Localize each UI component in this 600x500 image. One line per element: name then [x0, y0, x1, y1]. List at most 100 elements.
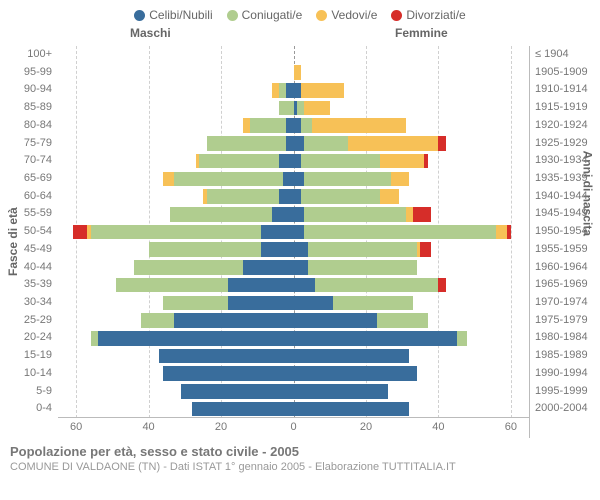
male-bar [163, 296, 293, 311]
bar-segment [304, 207, 405, 222]
bar-segment [315, 278, 438, 293]
x-tick: 0 [290, 421, 296, 433]
bar-segment [73, 225, 87, 240]
bar-segment [457, 331, 468, 346]
bar-segment [243, 118, 250, 133]
bar-segment [377, 313, 428, 328]
bar-segment [199, 154, 279, 169]
bar-segment [207, 136, 287, 151]
birth-label: 1915-1919 [529, 101, 588, 113]
female-bar [294, 349, 410, 364]
bar-segment [438, 278, 445, 293]
bar-segment [496, 225, 507, 240]
bar-segment [391, 172, 409, 187]
bar-segment [192, 402, 293, 417]
age-row: 0-42000-2004 [58, 400, 529, 418]
x-tick: 20 [215, 421, 227, 433]
bar-segment [304, 136, 347, 151]
age-label: 70-74 [24, 154, 58, 166]
bar-segment [91, 225, 261, 240]
male-bar [163, 366, 293, 381]
bar-segment [279, 154, 293, 169]
birth-label: 1980-1984 [529, 331, 588, 343]
y-axis-left-title: Fasce di età [6, 207, 20, 276]
bar-segment [406, 207, 413, 222]
male-bar [163, 172, 293, 187]
age-row: 25-291975-1979 [58, 312, 529, 330]
age-label: 100+ [27, 48, 58, 60]
birth-label: 1945-1949 [529, 207, 588, 219]
bar-segment [294, 83, 301, 98]
bar-segment [304, 101, 329, 116]
bar-segment [294, 384, 388, 399]
male-bar [134, 260, 293, 275]
age-row: 90-941910-1914 [58, 81, 529, 99]
male-bar [192, 402, 293, 417]
male-bar [203, 189, 294, 204]
age-row: 80-841920-1924 [58, 117, 529, 135]
age-label: 10-14 [24, 367, 58, 379]
male-bar [279, 101, 293, 116]
age-row: 60-641940-1944 [58, 188, 529, 206]
legend-dot [316, 10, 327, 21]
male-bar [207, 136, 294, 151]
birth-label: 1950-1954 [529, 225, 588, 237]
bar-segment [243, 260, 294, 275]
x-tick: 60 [505, 421, 517, 433]
age-label: 50-54 [24, 225, 58, 237]
bar-segment [286, 136, 293, 151]
bar-segment [413, 207, 431, 222]
bar-segment [159, 349, 293, 364]
age-row: 20-241980-1984 [58, 329, 529, 347]
male-bar [159, 349, 293, 364]
birth-label: 2000-2004 [529, 402, 588, 414]
birth-label: 1930-1934 [529, 154, 588, 166]
male-bar [149, 242, 294, 257]
age-label: 20-24 [24, 331, 58, 343]
female-bar [294, 366, 417, 381]
bar-segment [272, 83, 279, 98]
x-tick: 40 [142, 421, 154, 433]
birth-label: 1910-1914 [529, 83, 588, 95]
bar-segment [294, 242, 308, 257]
bar-segment [294, 313, 377, 328]
male-bar [181, 384, 293, 399]
female-bar [294, 331, 468, 346]
bar-segment [174, 172, 283, 187]
age-row: 75-791925-1929 [58, 135, 529, 153]
female-bar [294, 101, 330, 116]
female-header: Femmine [395, 26, 448, 40]
birth-label: 1925-1929 [529, 137, 588, 149]
footer-title: Popolazione per età, sesso e stato civil… [10, 444, 590, 459]
bar-segment [163, 172, 174, 187]
female-bar [294, 313, 428, 328]
bar-segment [424, 154, 428, 169]
bar-segment [420, 242, 431, 257]
legend-label: Vedovi/e [331, 8, 377, 22]
age-label: 65-69 [24, 172, 58, 184]
female-bar [294, 225, 511, 240]
female-bar [294, 136, 446, 151]
legend-dot [227, 10, 238, 21]
male-bar [243, 118, 294, 133]
legend-item: Celibi/Nubili [134, 8, 212, 22]
age-row: 15-191985-1989 [58, 347, 529, 365]
age-label: 80-84 [24, 119, 58, 131]
legend-dot [391, 10, 402, 21]
age-label: 90-94 [24, 83, 58, 95]
bar-segment [279, 101, 293, 116]
age-row: 5-91995-1999 [58, 383, 529, 401]
bar-segment [294, 154, 301, 169]
female-bar [294, 260, 417, 275]
birth-label: 1935-1939 [529, 172, 588, 184]
bar-segment [507, 225, 511, 240]
birth-label: 1990-1994 [529, 367, 588, 379]
age-row: 40-441960-1964 [58, 259, 529, 277]
x-axis: 6040200204060 [58, 417, 529, 438]
bar-segment [294, 189, 301, 204]
bar-segment [134, 260, 243, 275]
male-bar [91, 331, 294, 346]
legend-item: Divorziati/e [391, 8, 465, 22]
x-tick: 40 [432, 421, 444, 433]
bar-segment [261, 225, 294, 240]
